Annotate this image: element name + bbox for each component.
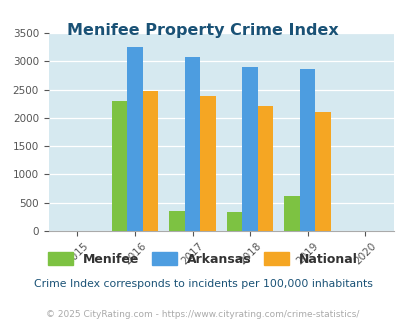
Bar [315,112,330,231]
Bar [257,106,273,231]
Bar [169,211,184,231]
Bar [284,196,299,231]
Bar [184,57,200,231]
Text: © 2025 CityRating.com - https://www.cityrating.com/crime-statistics/: © 2025 CityRating.com - https://www.city… [46,310,359,319]
Bar [143,91,158,231]
Bar [200,96,215,231]
Legend: Menifee, Arkansas, National: Menifee, Arkansas, National [43,247,362,271]
Bar [299,69,315,231]
Text: Crime Index corresponds to incidents per 100,000 inhabitants: Crime Index corresponds to incidents per… [34,279,371,289]
Bar [226,212,242,231]
Bar [127,47,143,231]
Bar [242,67,257,231]
Bar [111,101,127,231]
Text: Menifee Property Crime Index: Menifee Property Crime Index [67,23,338,38]
